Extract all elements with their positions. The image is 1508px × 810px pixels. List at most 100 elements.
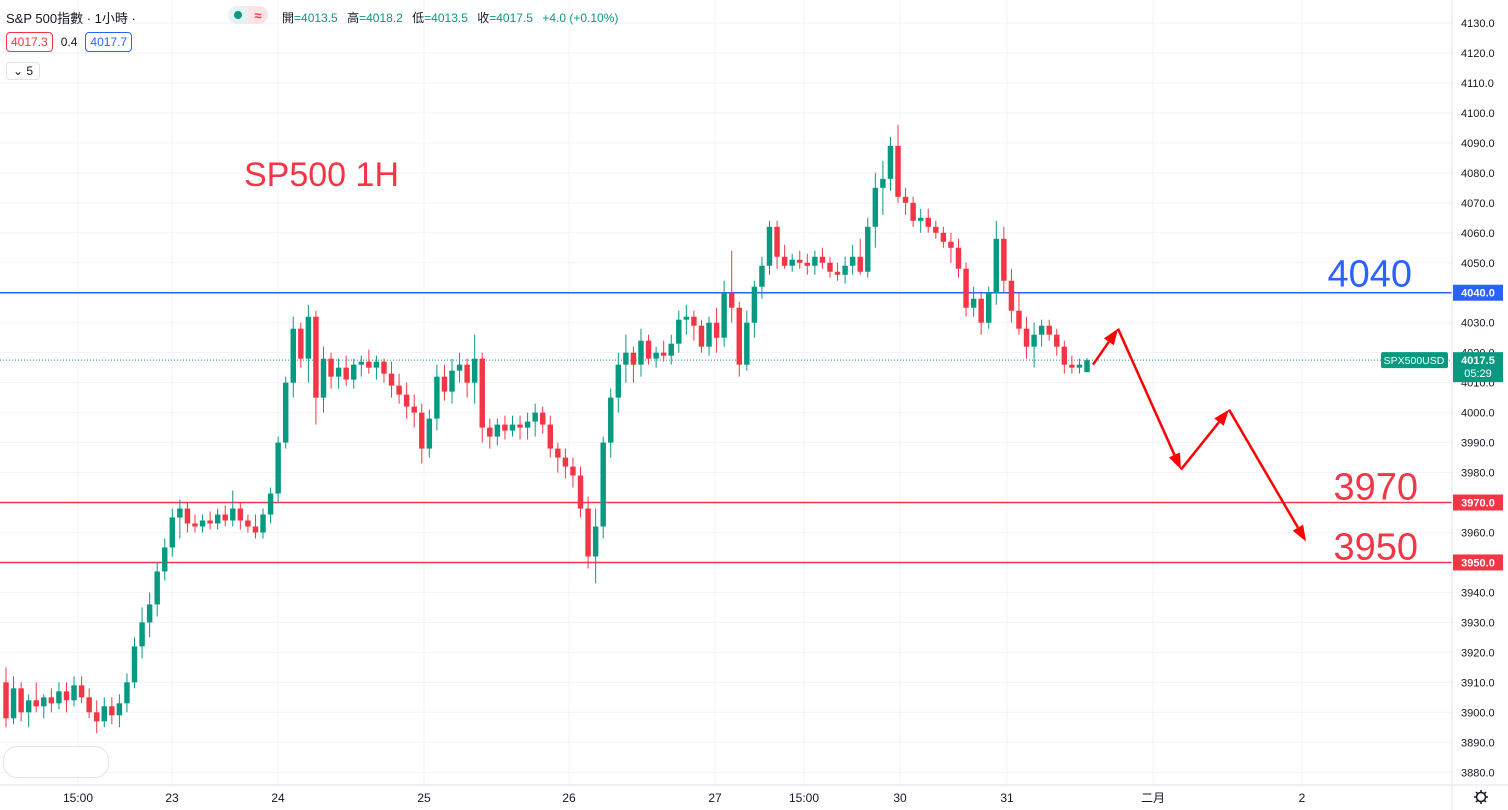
time-axis: 15:00 23 24 25 26 27 15:00 30 31 二月 2	[63, 791, 1306, 805]
candle	[373, 355, 380, 380]
candle	[252, 514, 259, 539]
candle	[668, 334, 674, 365]
candle	[917, 208, 924, 233]
candle-body	[577, 475, 584, 509]
candle-body	[1076, 364, 1083, 368]
symbol-title[interactable]: S&P 500指數 · 1小時 ·	[6, 10, 136, 26]
settings-gear-icon[interactable]	[1474, 790, 1488, 804]
y-tick-label: 4120.0	[1461, 48, 1495, 60]
candle-body	[819, 256, 826, 263]
candle	[615, 352, 622, 413]
candle	[1084, 358, 1090, 373]
candle	[1008, 268, 1015, 323]
candle	[162, 538, 168, 581]
candle-body	[781, 256, 788, 266]
bid-button[interactable]: 4017.3	[6, 32, 53, 52]
market-status[interactable]: ≈	[228, 6, 268, 24]
candle	[1023, 316, 1030, 359]
candle-body	[509, 424, 516, 431]
candle	[214, 508, 221, 530]
candle-body	[1023, 328, 1030, 347]
y-tick-label: 3890.0	[1461, 737, 1495, 749]
indicators-toggle[interactable]: ⌄ 5	[6, 62, 41, 80]
candle-body	[759, 265, 765, 287]
candle	[3, 667, 9, 728]
x-tick-label: 27	[708, 791, 722, 805]
candle-body	[517, 424, 523, 428]
candle	[698, 319, 705, 353]
candle-body	[865, 226, 871, 272]
candle-body	[585, 508, 591, 557]
candle	[804, 253, 811, 275]
candle	[93, 700, 100, 734]
y-tick-label: 4000.0	[1461, 408, 1495, 420]
candle	[887, 136, 894, 191]
y-tick-label: 3960.0	[1461, 527, 1495, 539]
candle-body	[925, 217, 931, 227]
forecast-arrow-shaft	[1091, 341, 1110, 366]
candle-body	[456, 364, 463, 371]
candle-body	[124, 682, 130, 704]
candle	[1016, 292, 1022, 335]
candle	[751, 280, 758, 338]
y-tick-label: 4060.0	[1461, 228, 1495, 240]
candle-body	[948, 241, 954, 248]
candle-body	[10, 688, 17, 719]
navigation-pill[interactable]	[3, 746, 109, 778]
candle	[298, 322, 304, 368]
symbol-tag-label: SPX500USD	[1384, 355, 1445, 367]
ohlc-low-label: 低	[412, 11, 425, 25]
candle-body	[192, 523, 198, 527]
candle-body	[245, 520, 251, 527]
candle-body	[857, 256, 863, 272]
y-tick-label: 4090.0	[1461, 138, 1495, 150]
wave-icon[interactable]: ≈	[248, 6, 268, 24]
candle-body	[751, 286, 758, 323]
candle-body	[933, 226, 939, 233]
candle	[570, 457, 576, 488]
candle-body	[834, 271, 841, 275]
candle-body	[539, 412, 546, 425]
candle	[509, 415, 516, 437]
candle	[109, 697, 115, 725]
candle	[313, 310, 319, 425]
candle	[154, 562, 160, 617]
candle-body	[638, 340, 644, 365]
candle-body	[441, 376, 448, 392]
candle-body	[804, 262, 811, 266]
candle-body	[305, 316, 312, 359]
candle	[577, 466, 584, 518]
candle	[623, 334, 629, 383]
candle-body	[101, 706, 107, 722]
candle	[25, 694, 32, 728]
candle	[592, 508, 599, 584]
ask-button[interactable]: 4017.7	[85, 32, 133, 52]
candle	[358, 355, 365, 377]
candle-body	[555, 448, 561, 458]
candle-body	[464, 364, 470, 383]
candle	[706, 316, 712, 356]
candle	[116, 694, 123, 728]
price-line-axis-label: 4040.0	[1461, 288, 1495, 300]
candle-body	[940, 232, 947, 242]
candle	[608, 388, 614, 458]
candle	[812, 250, 818, 275]
candle-body	[41, 697, 47, 707]
market-open-dot-icon[interactable]	[228, 6, 248, 24]
candle-body	[1031, 334, 1037, 347]
candle	[585, 496, 591, 569]
candle	[282, 376, 289, 449]
x-tick-label: 25	[417, 791, 431, 805]
candle-body	[562, 457, 569, 467]
candle	[434, 364, 440, 431]
candle-body	[902, 196, 909, 203]
x-tick-label: 26	[562, 791, 576, 805]
candle-body	[653, 352, 659, 359]
candle-body	[547, 424, 554, 449]
candle	[789, 253, 795, 272]
candle	[774, 220, 780, 269]
candle-body	[351, 364, 357, 380]
candle-body	[139, 622, 145, 647]
candle-body	[986, 292, 992, 323]
